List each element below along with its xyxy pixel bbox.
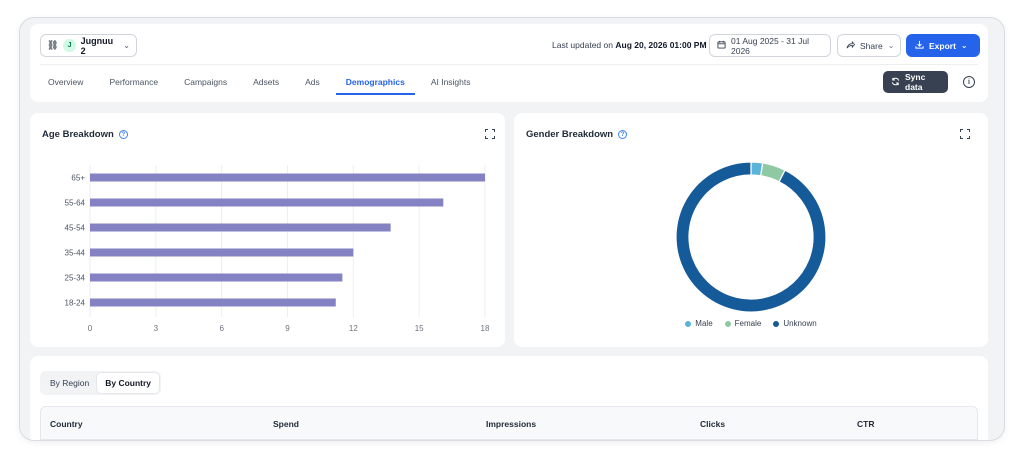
y-tick-label: 25-34 [65,274,86,283]
column-header-country[interactable]: Country [50,419,83,429]
expand-icon[interactable] [960,129,970,139]
x-tick-label: 0 [88,324,93,333]
tab-campaigns[interactable]: Campaigns [184,77,228,87]
legend-item-male[interactable]: Male [685,319,713,328]
bar[interactable] [90,173,485,182]
share-icon [846,40,856,51]
card-title: Gender Breakdown ? [526,129,628,140]
gender-donut-chart [675,161,827,313]
x-tick-label: 15 [415,324,424,333]
header-card: ⛓ J Jugnuu 2 ⌄ Last updated on Aug 20, 2… [30,24,988,102]
column-header-impressions[interactable]: Impressions [486,419,537,429]
last-updated-value: Aug 20, 2026 01:00 PM [615,40,707,50]
legend-swatch [724,320,731,327]
tab-adsets[interactable]: Adsets [253,77,280,87]
y-tick-label: 65+ [71,174,85,183]
tab-bar: Overview Performance Campaigns Adsets Ad… [48,77,497,95]
info-icon[interactable]: i [963,76,975,88]
chevron-down-icon: ⌄ [960,41,968,50]
tab-overview[interactable]: Overview [48,77,84,87]
chevron-down-icon: ⌄ [123,41,130,50]
legend-swatch [685,320,692,327]
last-updated: Last updated on Aug 20, 2026 01:00 PM [552,40,707,50]
y-tick-label: 18-24 [65,299,86,308]
chevron-down-icon: ⌄ [887,41,895,50]
tab-demographics[interactable]: Demographics [335,77,415,95]
column-header-clicks[interactable]: Clicks [700,419,726,429]
bar[interactable] [90,248,354,257]
legend-item-female[interactable]: Female [724,319,761,328]
donut-slice-unknown[interactable] [675,161,827,313]
card-title: Age Breakdown ? [42,129,128,140]
gender-breakdown-card: Gender Breakdown ? Male Female Unknown [514,113,988,347]
export-label: Export [929,40,956,51]
country-table-card: By Region By Country Country Spend Impre… [30,356,988,440]
sync-data-button[interactable]: Sync data [883,71,948,93]
refresh-icon [891,77,900,88]
help-icon[interactable]: ? [618,130,628,139]
account-name: Jugnuu 2 [80,35,114,56]
x-tick-label: 12 [349,324,358,333]
header-divider [40,64,978,65]
link-icon: ⛓ [47,40,59,50]
age-bar-chart: 0 3 6 9 12 15 18 65+ 55-64 45-54 35-44 25-34 18-24 [65,165,490,333]
column-header-ctr[interactable]: CTR [857,419,875,429]
y-tick-label: 35-44 [65,249,86,258]
y-tick-label: 55-64 [65,199,86,208]
date-range-picker[interactable]: 01 Aug 2025 - 31 Jul 2026 [709,34,831,57]
legend-swatch [773,320,780,327]
app-window: ⛓ J Jugnuu 2 ⌄ Last updated on Aug 20, 2… [20,18,1004,440]
by-region-button[interactable]: By Region [50,378,90,388]
expand-icon[interactable] [485,129,495,139]
x-tick-label: 18 [481,324,490,333]
date-range-label: 01 Aug 2025 - 31 Jul 2026 [731,35,809,56]
region-country-toggle: By Region By Country [40,371,162,395]
calendar-icon [717,40,726,51]
help-icon[interactable]: ? [118,130,128,139]
y-tick-label: 45-54 [65,224,86,233]
bar[interactable] [90,273,343,282]
account-selector[interactable]: ⛓ J Jugnuu 2 ⌄ [40,34,137,57]
table-header: Country Spend Impressions Clicks CTR [40,406,978,440]
tab-ai-insights[interactable]: AI Insights [430,77,471,87]
x-tick-label: 6 [219,324,224,333]
x-tick-label: 9 [285,324,290,333]
gender-legend: Male Female Unknown [514,319,988,328]
download-icon [915,40,924,51]
bar[interactable] [90,298,336,307]
by-country-button[interactable]: By Country [97,373,160,393]
share-label: Share [860,40,883,51]
sync-label: Sync data [905,72,926,92]
bar[interactable] [90,198,444,207]
legend-item-unknown[interactable]: Unknown [773,319,817,328]
age-breakdown-card: Age Breakdown ? 0 3 6 9 12 15 18 65+ 55-64 45-54 3… [30,113,505,347]
column-header-spend[interactable]: Spend [273,419,299,429]
export-button[interactable]: Export ⌄ [906,34,980,57]
share-button[interactable]: Share ⌄ [837,34,901,57]
tab-performance[interactable]: Performance [109,77,159,87]
x-tick-label: 3 [154,324,159,333]
bar[interactable] [90,223,391,232]
tab-ads[interactable]: Ads [305,77,320,87]
avatar: J [63,39,76,52]
